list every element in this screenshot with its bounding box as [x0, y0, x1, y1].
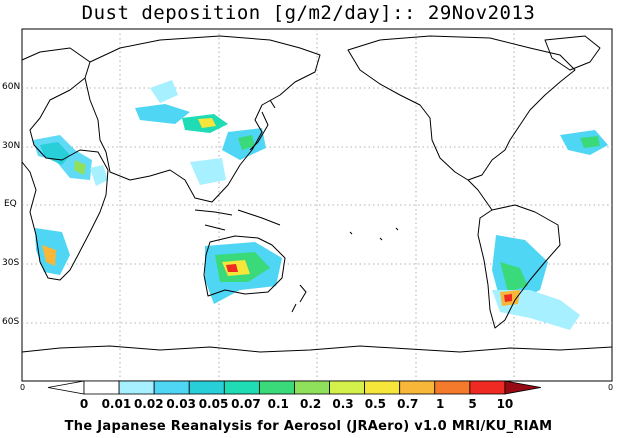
colorbar-swatch: [223, 380, 260, 395]
coast-australia: [203, 235, 286, 297]
colorbar-label: 0.03: [166, 397, 196, 411]
dust-arabia: [90, 165, 108, 186]
coast-north-america: [347, 35, 576, 181]
colorbar-swatch: [153, 380, 190, 395]
colorbar-swatch: [399, 380, 436, 395]
colorbar-arrow-high: [504, 380, 541, 395]
lat-label-30n: 30N: [2, 141, 21, 151]
colorbar-swatch: [329, 380, 366, 395]
colorbar-arrow-low: [47, 380, 85, 395]
dust-australia-hot: [226, 264, 238, 272]
coast-indonesia: [194, 209, 281, 231]
dust-central-asia-2: [135, 104, 190, 124]
colorbar-label: 0.7: [397, 397, 419, 411]
coastlines: [21, 35, 613, 353]
colorbar-swatch: [364, 380, 401, 395]
colorbar-label: 0: [79, 397, 89, 411]
dust-southern-africa-core: [42, 245, 56, 266]
coast-islands: [349, 227, 399, 241]
colorbar-label: 0.07: [231, 397, 261, 411]
dust-china-south: [190, 158, 226, 185]
coast-japan: [249, 99, 276, 151]
coast-new-zealand: [291, 284, 307, 313]
coast-south-america: [477, 204, 561, 329]
corner-label-right: 0: [608, 383, 614, 392]
dust-east-asia-core: [238, 135, 255, 150]
coast-antarctica: [21, 345, 613, 353]
colorbar-label: 0.3: [332, 397, 354, 411]
colorbar-label: 0.5: [364, 397, 387, 411]
colorbar: [47, 380, 541, 395]
colorbar-label: 10: [496, 397, 514, 411]
colorbar-swatch: [118, 380, 155, 395]
footer-credit: The Japanese Reanalysis for Aerosol (JRA…: [64, 419, 553, 434]
colorbar-swatch: [258, 380, 295, 395]
dust-central-asia-1: [150, 80, 178, 103]
lat-label-eq: EQ: [4, 199, 17, 209]
dust-atlantic-core: [580, 136, 600, 148]
corner-label-left: 0: [20, 383, 26, 392]
coast-greenland: [544, 35, 601, 71]
colorbar-swatch: [188, 380, 225, 395]
coast-africa: [21, 47, 109, 281]
dust-patagonia-hot: [504, 294, 512, 302]
lat-label-60n: 60N: [2, 82, 21, 92]
colorbar-labels: 0 0.01 0.02 0.03 0.05 0.07 0.1 0.2 0.3 0.5 0.7 1 5 10: [0, 397, 617, 413]
colorbar-swatch: [434, 380, 471, 395]
dust-taklamakan-core: [198, 118, 216, 128]
colorbar-label: 0.01: [101, 397, 132, 411]
colorbar-label: 0.2: [300, 397, 322, 411]
coast-central-america: [467, 179, 493, 211]
map-title: Dust deposition [g/m2/day]:: 29Nov2013: [81, 2, 536, 24]
colorbar-label: 0.1: [267, 397, 289, 411]
colorbar-swatch: [294, 380, 330, 395]
colorbar-label: 5: [468, 397, 477, 411]
lat-label-60s: 60S: [2, 317, 20, 327]
colorbar-swatch: [469, 380, 506, 395]
colorbar-label: 0.05: [198, 397, 229, 411]
lat-label-30s: 30S: [2, 258, 20, 268]
dust-sahara-hot: [74, 160, 86, 175]
colorbar-label: 1: [435, 397, 445, 411]
coast-asia: [84, 35, 321, 203]
dust-fields: [33, 80, 608, 330]
colorbar-swatch: [83, 380, 120, 395]
colorbar-label: 0.02: [133, 397, 164, 411]
dust-south-america-mid: [500, 262, 528, 292]
